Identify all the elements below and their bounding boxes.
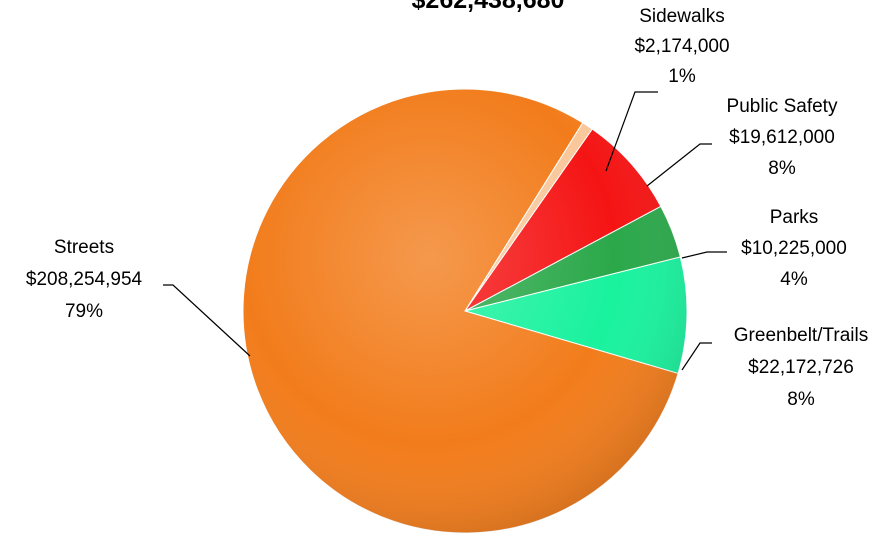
label-percent-parks: 4% [780, 269, 808, 290]
chart-title: $262,438,680 [412, 0, 565, 14]
label-name-public-safety: Public Safety [727, 96, 838, 117]
label-name-parks: Parks [770, 207, 819, 228]
pie-slices [242, 88, 688, 533]
label-value-sidewalks: $2,174,000 [634, 36, 729, 57]
leader-line-streets [163, 284, 251, 357]
label-name-streets: Streets [54, 237, 114, 258]
leader-line-public-safety [646, 143, 712, 187]
leader-line-sidewalks [605, 91, 658, 172]
leader-line-parks [681, 251, 727, 259]
label-percent-public-safety: 8% [768, 158, 796, 179]
label-percent-sidewalks: 1% [668, 66, 696, 87]
label-value-parks: $10,225,000 [741, 238, 847, 259]
label-name-sidewalks: Sidewalks [639, 6, 725, 27]
label-name-greenbelt: Greenbelt/Trails [734, 325, 868, 346]
label-value-public-safety: $19,612,000 [729, 127, 835, 148]
label-percent-greenbelt: 8% [787, 389, 815, 410]
label-percent-streets: 79% [65, 301, 103, 322]
label-value-greenbelt: $22,172,726 [748, 357, 854, 378]
leader-line-greenbelt [681, 342, 712, 371]
label-value-streets: $208,254,954 [26, 269, 143, 290]
